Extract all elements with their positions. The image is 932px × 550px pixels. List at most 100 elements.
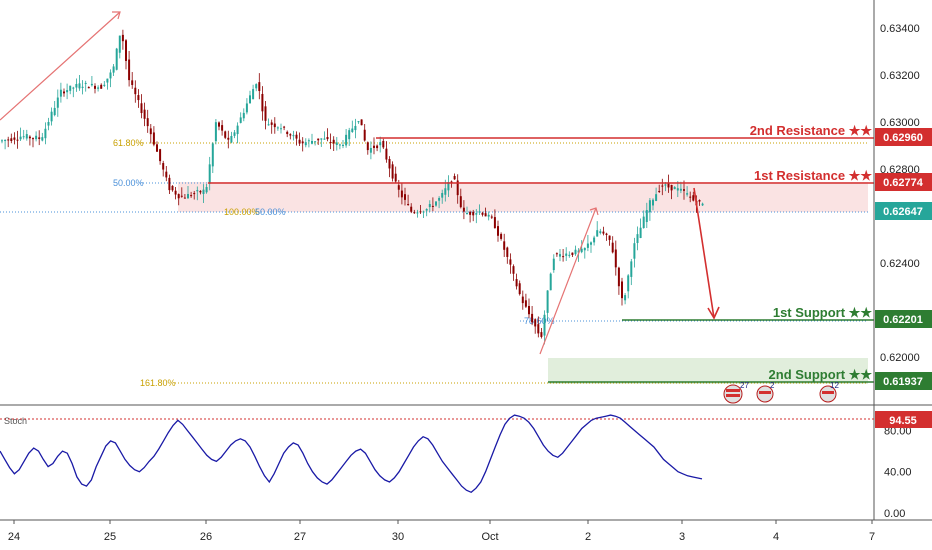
uptrend-arrow: [0, 11, 121, 121]
candle: [1, 140, 3, 142]
event-flag[interactable]: 2: [756, 381, 775, 403]
price-tag-resistance-1: [875, 173, 932, 191]
candle: [500, 233, 503, 239]
candle: [165, 171, 168, 178]
candle: [614, 249, 617, 268]
stoch-line: [0, 414, 703, 494]
event-flag[interactable]: 27: [723, 381, 749, 404]
rally-arrow: [539, 207, 597, 355]
candle: [462, 207, 465, 212]
candle: [422, 211, 425, 213]
candle: [568, 254, 571, 256]
candle: [599, 231, 602, 234]
candle: [283, 126, 286, 128]
candle: [630, 261, 633, 277]
candle: [134, 87, 137, 95]
candle: [90, 83, 93, 86]
candle: [586, 243, 589, 248]
trend-arrows: [0, 11, 720, 355]
candle: [87, 87, 90, 89]
time-tick-label: 2: [585, 531, 591, 543]
candle: [459, 196, 462, 208]
candle: [481, 212, 484, 215]
candle: [559, 254, 561, 257]
candle: [242, 112, 245, 119]
candle: [453, 176, 456, 180]
candle: [320, 138, 323, 140]
candle: [323, 138, 326, 140]
candle: [534, 319, 537, 327]
resistance-1-label: 1st Resistance ★★: [754, 168, 872, 183]
candle: [506, 247, 509, 257]
candle: [617, 267, 620, 287]
support-2-label: 2nd Support ★★: [769, 367, 873, 382]
candle: [16, 139, 19, 141]
candle: [233, 132, 236, 136]
candle: [35, 135, 38, 140]
candle: [524, 300, 527, 307]
arrowhead: [589, 207, 599, 216]
indicator-title: Stoch: [4, 416, 27, 426]
candle: [369, 147, 372, 153]
candle: [332, 139, 335, 144]
candle: [642, 216, 645, 229]
candle: [667, 183, 670, 188]
candle: [487, 214, 490, 217]
candle: [25, 134, 28, 139]
candle: [335, 142, 338, 145]
fib-label: 50.00%: [255, 207, 286, 217]
price-tick-label: 0.63400: [880, 23, 920, 35]
candle: [252, 89, 255, 100]
candle: [47, 121, 50, 126]
event-flag[interactable]: 12: [819, 381, 839, 403]
time-tick-label: 26: [200, 531, 212, 543]
candle: [552, 258, 555, 271]
candle: [577, 250, 580, 253]
candle: [509, 259, 512, 265]
projection-arrow: [693, 187, 715, 319]
candle: [636, 234, 639, 244]
candle: [50, 111, 53, 122]
price-tag-text: 0.62647: [883, 206, 923, 218]
candle: [679, 188, 682, 191]
candle: [177, 194, 180, 199]
candle: [214, 122, 217, 142]
price-tag-text: 0.61937: [883, 376, 923, 388]
support-1-label: 1st Support ★★: [773, 305, 872, 320]
candle: [292, 135, 295, 137]
candle: [593, 237, 596, 243]
price-tag-text: 0.62774: [883, 177, 924, 189]
stoch-tick-label: 0.00: [884, 508, 905, 520]
candle: [549, 273, 552, 291]
price-axis-ticks: 0.634000.632000.630000.628000.624000.620…: [880, 23, 920, 364]
candle: [156, 144, 158, 152]
candle: [441, 193, 444, 198]
candle: [580, 248, 583, 253]
candle: [227, 137, 230, 140]
candle: [419, 211, 422, 213]
candle: [366, 142, 369, 151]
candle: [444, 188, 447, 195]
candle: [311, 140, 313, 144]
candle: [149, 128, 152, 135]
candle: [162, 163, 165, 170]
candle: [329, 142, 332, 144]
candle: [360, 119, 363, 126]
candle: [183, 197, 186, 199]
candle: [363, 129, 366, 141]
candle: [245, 103, 248, 113]
candle: [354, 125, 357, 131]
stoch-value-text: 94.55: [889, 415, 917, 427]
time-axis[interactable]: 24 25 26 27 30 Oct 2 3 4 7: [8, 520, 875, 543]
price-tick-label: 0.62000: [880, 352, 920, 364]
arrowhead: [112, 11, 121, 20]
candle: [555, 253, 558, 255]
candle: [404, 194, 406, 200]
candle: [394, 173, 397, 182]
candlestick-series: [1, 29, 704, 345]
candle: [273, 123, 276, 128]
candle: [645, 210, 648, 223]
stoch-value-tag: [875, 411, 932, 428]
fib-label: 61.80%: [113, 138, 144, 148]
candle: [10, 138, 13, 141]
